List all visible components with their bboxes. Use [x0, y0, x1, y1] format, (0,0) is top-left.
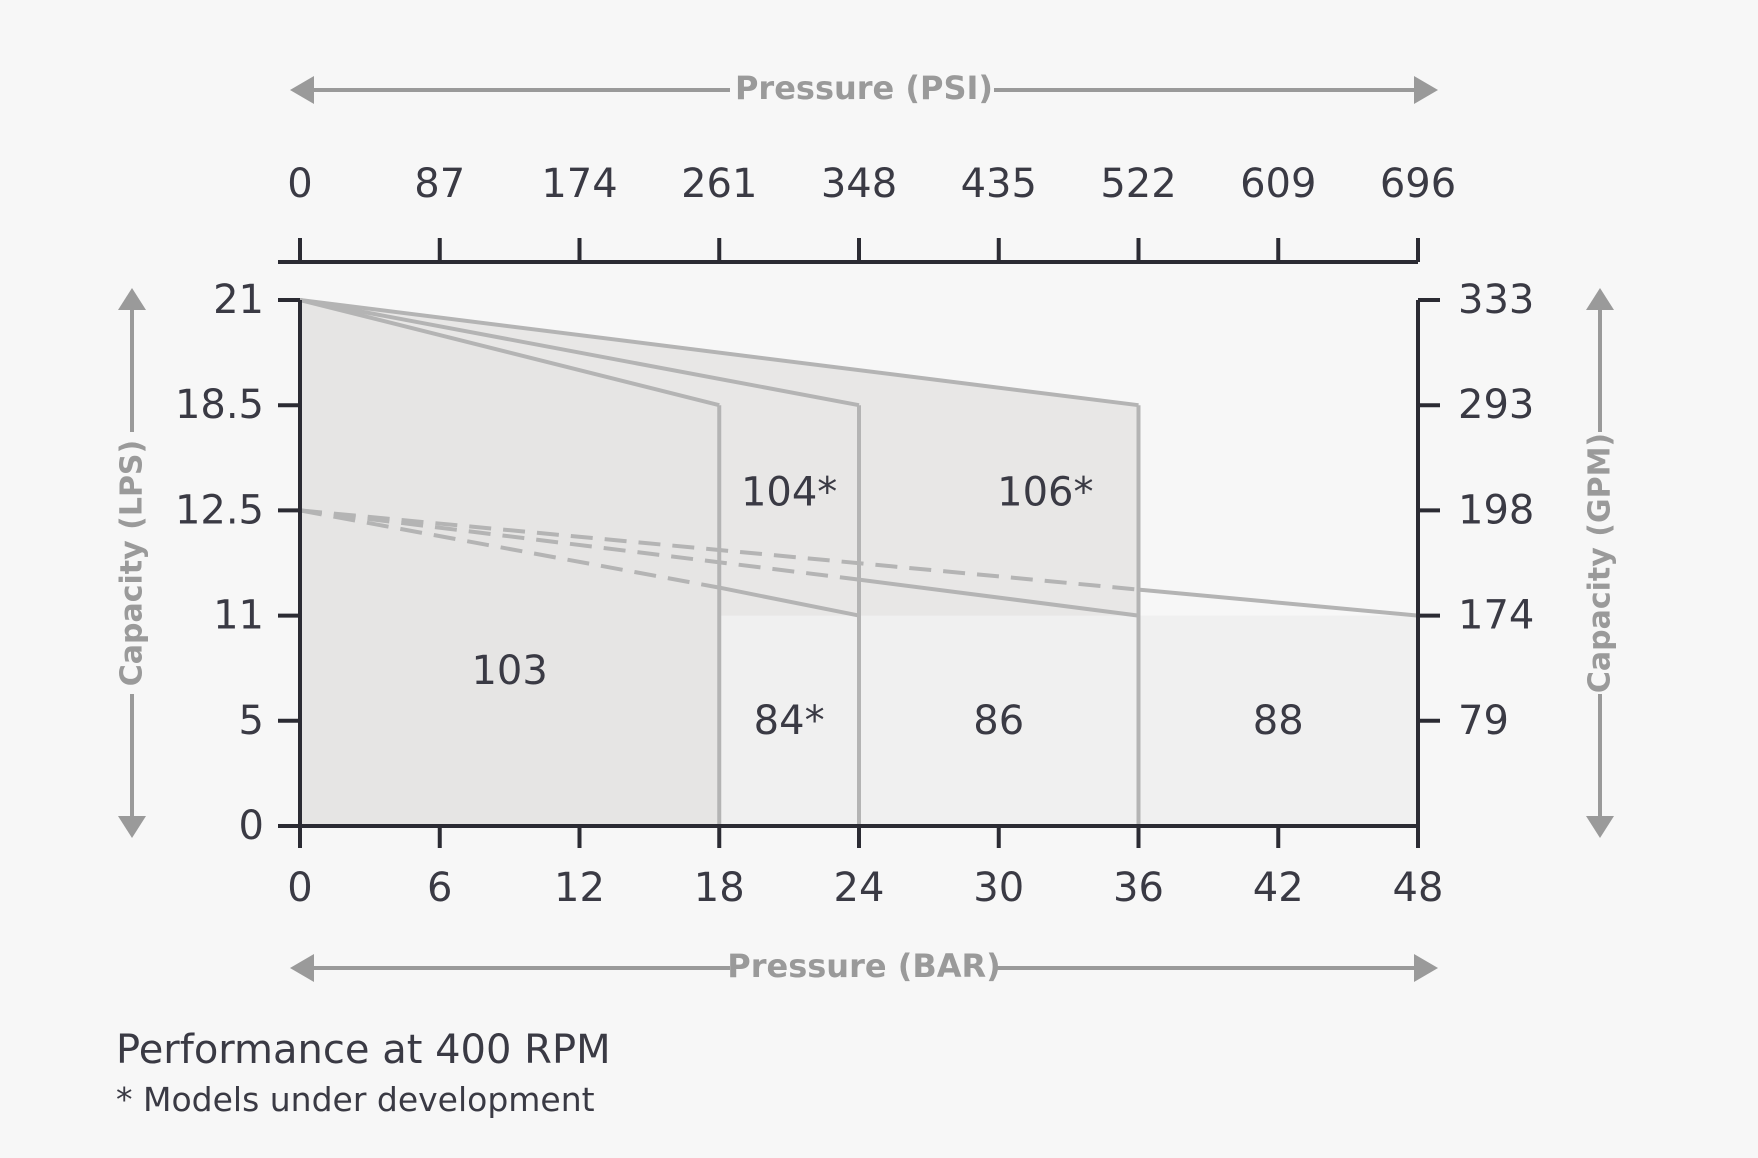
- bottom-tick-label: 42: [1253, 865, 1304, 911]
- right-tick-label: 198: [1458, 487, 1534, 533]
- left-tick-label: 18.5: [175, 382, 264, 428]
- series-label-103: 103: [471, 648, 547, 694]
- right-tick-label: 333: [1458, 277, 1534, 323]
- top-tick-label: 522: [1100, 161, 1176, 207]
- chart-lines: [299, 298, 1419, 826]
- series-label-86: 86: [973, 698, 1024, 744]
- left-tick-label: 11: [213, 593, 264, 639]
- series-label-84-dev: 84*: [754, 698, 825, 744]
- chart-caption-note: * Models under development: [116, 1080, 595, 1119]
- right-tick-label: 293: [1458, 382, 1534, 428]
- left-tick-label: 5: [239, 698, 264, 744]
- top-axis-arrow-right-head: [1414, 76, 1438, 104]
- top-axis-arrow-left-head: [290, 76, 314, 104]
- top-tick-label: 348: [821, 161, 897, 207]
- line-88-solid: [1138, 587, 1419, 618]
- chart-caption-title: Performance at 400 RPM: [116, 1027, 611, 1073]
- series-label-104-dev: 104*: [741, 469, 837, 515]
- right-tick-label: 174: [1458, 593, 1534, 639]
- line-106-top: [299, 298, 1139, 408]
- bottom-tick-label: 30: [973, 865, 1024, 911]
- bottom-tick-label: 12: [554, 865, 605, 911]
- top-tick-label: 435: [961, 161, 1037, 207]
- top-tick-label: 696: [1380, 161, 1456, 207]
- top-tick-label: 87: [414, 161, 465, 207]
- left-axis-arrow-up-head: [118, 288, 146, 310]
- top-tick-label: 0: [287, 161, 312, 207]
- bottom-axis-arrow-right-head: [1414, 954, 1438, 982]
- left-tick-label: 0: [239, 803, 264, 849]
- bottom-tick-label: 36: [1113, 865, 1164, 911]
- series-label-106-dev: 106*: [997, 469, 1093, 515]
- right-axis-arrow-down-head: [1586, 816, 1614, 838]
- bottom-tick-label: 48: [1393, 865, 1444, 911]
- left-tick-label: 12.5: [175, 487, 264, 533]
- bottom-tick-label: 24: [834, 865, 885, 911]
- left-axis-title: Capacity (LPS): [115, 440, 150, 687]
- top-tick-label: 261: [681, 161, 757, 207]
- bottom-tick-label: 0: [287, 865, 312, 911]
- bottom-axis-arrow-left-head: [290, 954, 314, 982]
- region-103: [300, 300, 720, 826]
- bottom-axis-title: Pressure (BAR): [727, 947, 1000, 985]
- right-axis-title: Capacity (GPM): [1583, 433, 1618, 693]
- top-tick-label: 609: [1240, 161, 1316, 207]
- right-tick-label: 79: [1458, 698, 1509, 744]
- line-86-solid: [858, 577, 1139, 618]
- top-axis-title: Pressure (PSI): [735, 69, 993, 107]
- chart-labels: 103 104* 106* 84* 86 88: [471, 469, 1303, 743]
- line-88-dashed: [299, 508, 1139, 592]
- bottom-tick-label: 18: [694, 865, 745, 911]
- bottom-tick-label: 6: [427, 865, 452, 911]
- line-104-top: [299, 298, 860, 408]
- line-103-top: [299, 298, 720, 408]
- line-84-dashed: [299, 508, 720, 590]
- left-tick-label: 21: [213, 277, 264, 323]
- chart-axes: 0 6 12 18 24 30 36 42 48 0 87 174 261 348 435 522 609 696…: [115, 69, 1618, 985]
- right-axis-arrow-up-head: [1586, 288, 1614, 310]
- left-axis-arrow-down-head: [118, 816, 146, 838]
- top-tick-label: 174: [541, 161, 617, 207]
- line-84-solid: [718, 585, 860, 618]
- line-86-dashed: [299, 508, 860, 582]
- series-label-88: 88: [1253, 698, 1304, 744]
